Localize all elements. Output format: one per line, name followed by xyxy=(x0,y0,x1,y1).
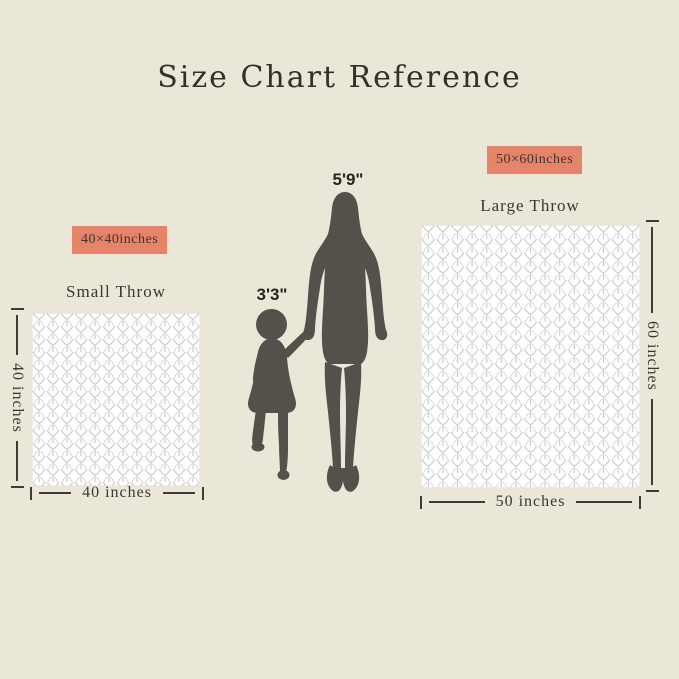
dimension-line xyxy=(576,501,632,503)
child-height-label: 3'3" xyxy=(256,285,288,304)
dimension-line xyxy=(39,492,72,494)
dimension-tick xyxy=(639,495,641,509)
large-throw-label: Large Throw xyxy=(480,196,580,215)
dimension-tick xyxy=(30,486,32,500)
large-throw-swatch xyxy=(421,225,640,488)
large-throw-height-value: 60 inches xyxy=(644,321,661,391)
dimension-tick xyxy=(10,308,24,310)
large-throw-width-dimension: 50 inches xyxy=(420,493,641,510)
dimension-tick xyxy=(645,220,659,222)
small-throw-width-value: 40 inches xyxy=(82,484,152,501)
small-throw-height-dimension: 40 inches xyxy=(8,308,26,488)
large-throw-height-dimension: 60 inches xyxy=(643,220,661,492)
dimension-line xyxy=(429,501,485,503)
dimension-line xyxy=(651,227,653,314)
small-throw-width-dimension: 40 inches xyxy=(30,484,204,501)
large-size-badge: 50×60inches xyxy=(487,146,583,174)
small-throw-swatch xyxy=(32,313,200,486)
page-title: Size Chart Reference xyxy=(157,60,522,95)
dimension-line xyxy=(16,315,18,356)
large-throw-width-value: 50 inches xyxy=(495,493,566,510)
dimension-tick xyxy=(10,486,24,488)
child-silhouette xyxy=(248,309,309,480)
dimension-tick xyxy=(420,495,422,509)
dimension-line xyxy=(162,492,195,494)
small-throw-knit-texture xyxy=(32,313,200,486)
small-throw-height-value: 40 inches xyxy=(9,363,26,433)
small-throw-label: Small Throw xyxy=(66,282,166,301)
figure-silhouettes xyxy=(248,192,388,492)
woman-silhouette xyxy=(302,192,388,492)
dimension-tick xyxy=(645,490,659,492)
dimension-line xyxy=(651,398,653,485)
large-throw-knit-texture xyxy=(421,225,640,488)
small-size-badge: 40×40inches xyxy=(72,226,168,254)
dimension-tick xyxy=(202,486,204,500)
adult-height-label: 5'9" xyxy=(332,170,364,189)
dimension-line xyxy=(16,440,18,481)
